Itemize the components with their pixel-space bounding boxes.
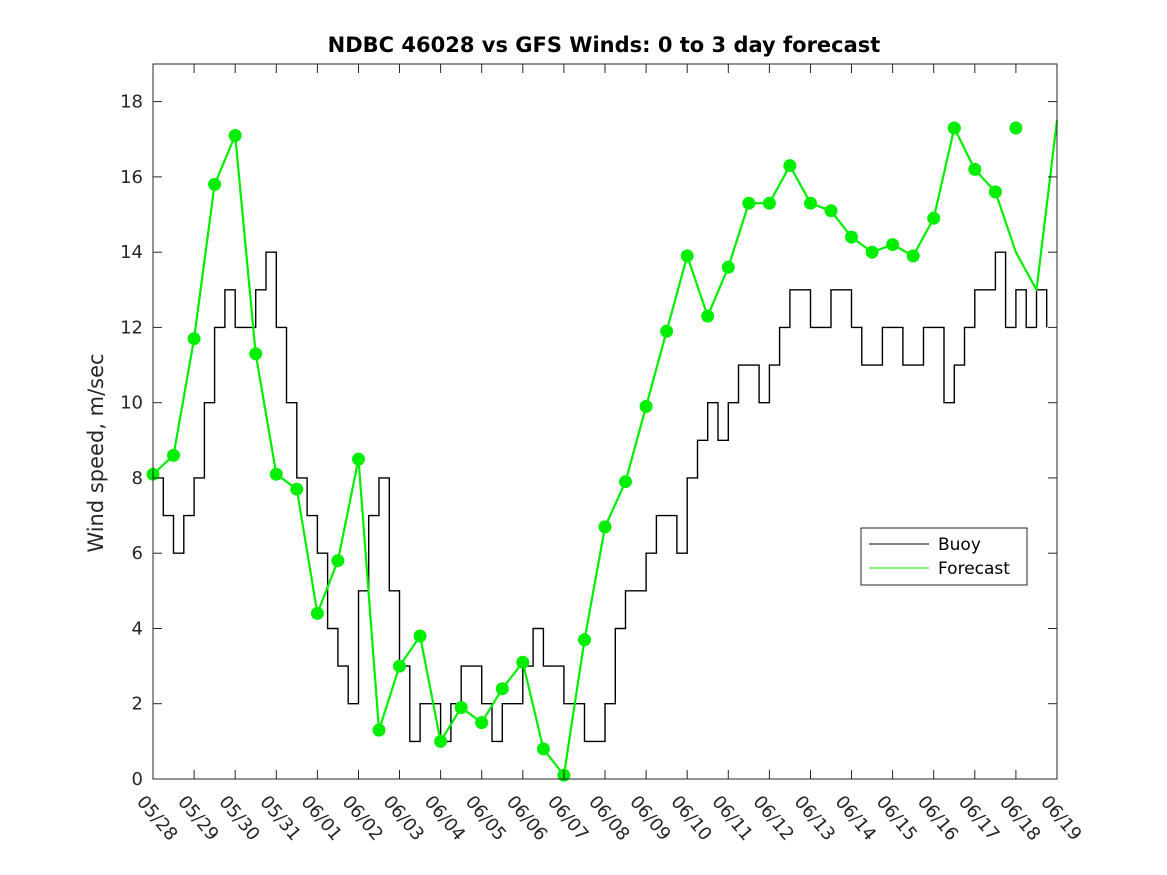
forecast-point — [372, 723, 386, 737]
x-tick-label: 06/13 — [790, 792, 839, 845]
forecast-point — [680, 249, 694, 263]
forecast-point — [290, 482, 304, 496]
forecast-point — [988, 185, 1002, 199]
forecast-point — [865, 245, 879, 259]
forecast-point — [352, 452, 365, 466]
forecast-point — [762, 196, 776, 210]
x-tick-label: 06/10 — [666, 792, 715, 845]
forecast-point — [927, 211, 941, 225]
x-tick-label: 05/28 — [132, 792, 181, 845]
x-tick-label: 06/16 — [913, 792, 962, 845]
x-tick-label: 06/07 — [543, 792, 592, 845]
forecast-point — [187, 332, 201, 346]
y-tick-label: 18 — [120, 92, 143, 113]
y-tick-label: 8 — [132, 468, 143, 489]
x-tick-label: 06/04 — [420, 792, 469, 845]
x-tick-label: 06/02 — [338, 792, 387, 845]
forecast-point — [208, 177, 222, 191]
forecast-point — [906, 249, 920, 263]
x-tick-label: 06/03 — [379, 792, 428, 845]
x-tick-label: 06/19 — [1036, 792, 1085, 845]
forecast-point — [167, 448, 180, 462]
x-tick-label: 05/30 — [214, 792, 263, 845]
buoy-series-line — [153, 251, 1048, 743]
x-tick-label: 06/05 — [461, 792, 510, 845]
forecast-point — [824, 204, 838, 218]
chart-title: NDBC 46028 vs GFS Winds: 0 to 3 day fore… — [328, 33, 881, 57]
y-tick-label: 4 — [132, 619, 143, 640]
forecast-point — [310, 606, 324, 620]
x-tick-label: 05/29 — [173, 792, 222, 845]
forecast-point — [660, 324, 674, 338]
y-tick-label: 0 — [132, 769, 143, 790]
forecast-point — [269, 467, 283, 481]
y-tick-label: 16 — [120, 167, 143, 188]
forecast-point — [742, 196, 756, 210]
x-tick-label: 06/08 — [584, 792, 633, 845]
x-tick-label: 06/14 — [831, 792, 880, 845]
forecast-point — [249, 347, 263, 361]
y-tick-label: 10 — [120, 393, 143, 414]
forecast-point — [968, 162, 982, 176]
forecast-point — [434, 734, 448, 748]
x-tick-label: 05/31 — [255, 792, 304, 845]
x-tick-label: 06/17 — [954, 792, 1003, 845]
x-tick-label: 06/18 — [995, 792, 1044, 845]
x-tick-label: 06/15 — [872, 792, 921, 845]
legend: Buoy Forecast — [860, 527, 1028, 586]
legend-box — [860, 527, 1028, 586]
forecast-point — [331, 554, 345, 568]
y-axis-label: Wind speed, m/sec — [84, 353, 108, 552]
x-tick-label: 06/12 — [749, 792, 798, 845]
axes: 0 2 4 6 8 10 12 14 16 18 05/2805/2905/3005/3106/01… — [120, 63, 1086, 845]
forecast-point — [393, 659, 406, 673]
forecast-point — [578, 633, 591, 647]
forecast-point — [845, 230, 858, 244]
forecast-point — [1009, 121, 1023, 135]
y-tick-label: 12 — [120, 317, 143, 338]
y-tick-label: 6 — [132, 543, 143, 564]
forecast-point — [721, 260, 735, 274]
forecast-point — [701, 309, 715, 323]
forecast-point — [454, 701, 468, 714]
plot-frame — [152, 63, 1058, 780]
forecast-point — [228, 129, 242, 142]
x-tick-label: 06/09 — [625, 792, 674, 845]
forecast-point — [947, 121, 961, 135]
y-tick-label: 2 — [132, 694, 143, 715]
x-tick-label: 06/06 — [502, 792, 551, 845]
forecast-point — [804, 196, 817, 210]
forecast-point — [619, 475, 632, 489]
forecast-point — [536, 742, 550, 756]
x-tick-label: 06/11 — [707, 792, 756, 845]
forecast-point — [475, 716, 489, 730]
forecast-point — [886, 238, 900, 252]
forecast-point — [413, 629, 427, 643]
legend-forecast-label: Forecast — [938, 559, 1010, 579]
y-tick-label: 14 — [120, 242, 143, 263]
forecast-series-line — [152, 120, 1059, 777]
forecast-point — [783, 159, 797, 173]
forecast-point — [495, 682, 509, 696]
legend-buoy-label: Buoy — [938, 535, 981, 555]
x-tick-label: 06/01 — [297, 792, 346, 845]
forecast-point — [639, 399, 653, 413]
forecast-point — [598, 520, 612, 534]
forecast-point — [516, 655, 530, 669]
plot-area — [146, 120, 1059, 782]
